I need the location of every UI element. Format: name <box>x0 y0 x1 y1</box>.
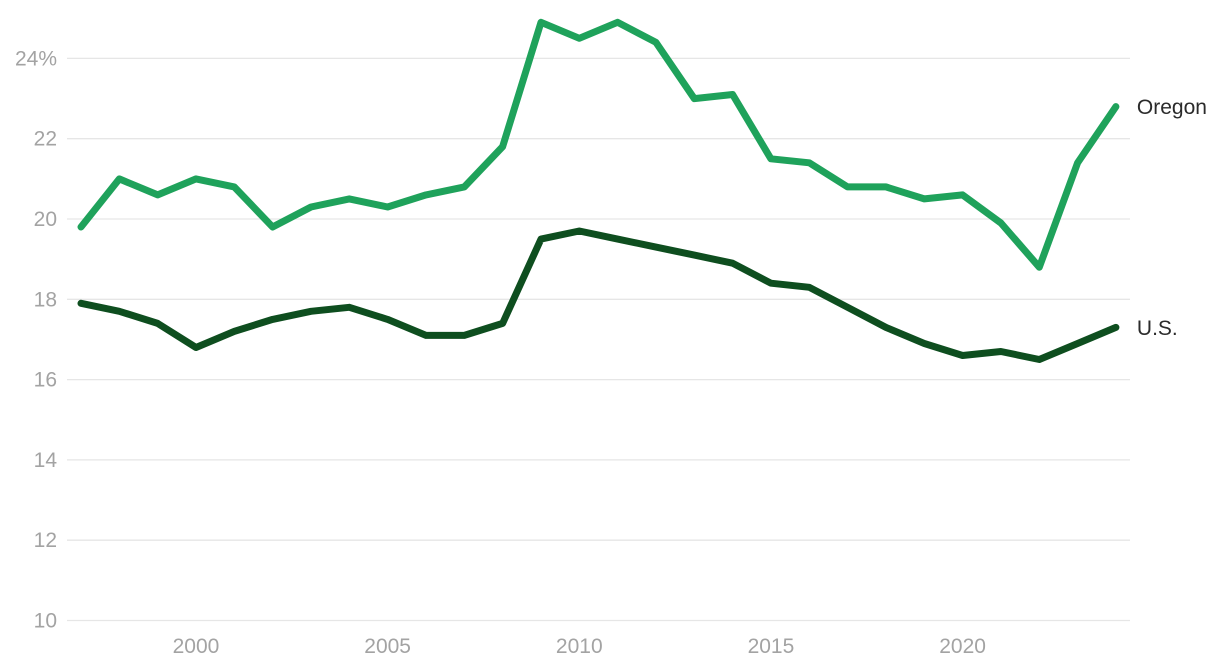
gridlines <box>67 57 1130 622</box>
y-tick-label-12: 12 <box>34 529 57 552</box>
x-tick-label-2000: 2000 <box>173 635 220 658</box>
x-tick-label-2020: 2020 <box>939 635 986 658</box>
series-label-us: U.S. <box>1137 317 1178 340</box>
y-tick-label-20: 20 <box>34 208 57 231</box>
x-axis-tick-labels: 2000 2005 2010 2015 2020 <box>173 635 986 658</box>
y-tick-label-22: 22 <box>34 128 57 151</box>
y-tick-label-14: 14 <box>34 449 58 472</box>
x-tick-label-2015: 2015 <box>748 635 795 658</box>
y-tick-label-18: 18 <box>34 288 57 311</box>
y-tick-label-24: 24% <box>15 47 57 70</box>
y-tick-label-16: 16 <box>34 369 57 392</box>
y-tick-label-10: 10 <box>34 610 57 633</box>
x-tick-label-2010: 2010 <box>556 635 603 658</box>
x-tick-label-2005: 2005 <box>364 635 411 658</box>
oregon-line <box>77 18 1120 271</box>
y-axis-tick-labels: 24% 22 20 18 16 14 12 10 <box>15 47 57 632</box>
series-label-oregon: Oregon <box>1137 96 1207 119</box>
us-line <box>77 227 1120 363</box>
